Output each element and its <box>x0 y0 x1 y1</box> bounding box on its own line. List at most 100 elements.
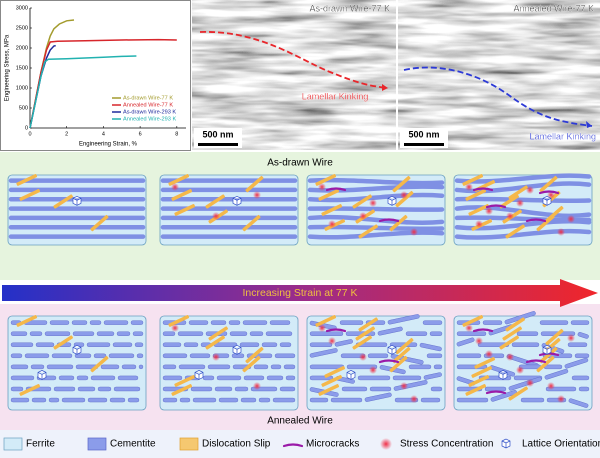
dislocation-slip <box>392 346 411 364</box>
y-tick-label: 3000 <box>16 5 28 11</box>
lattice-cube <box>501 438 511 449</box>
dislocation-slip <box>208 326 228 341</box>
dislocation-slip <box>352 335 372 350</box>
cementite <box>429 331 443 336</box>
cementite <box>568 398 589 408</box>
dislocation-slip <box>505 317 525 332</box>
micrograph <box>398 0 600 150</box>
cementite <box>121 364 137 370</box>
cementite <box>578 386 590 392</box>
cementite <box>112 342 133 347</box>
cementite <box>339 320 364 325</box>
cementite <box>51 353 73 359</box>
x-axis-label: Engineering Strain, % <box>79 142 138 148</box>
cementite <box>272 397 296 403</box>
cementite <box>405 331 428 336</box>
dislocation-slip <box>245 346 264 364</box>
legend-label: Ferrite <box>26 439 55 450</box>
dislocation-slip <box>315 315 337 327</box>
cementite <box>61 397 86 403</box>
dislocation-slip <box>19 384 41 396</box>
ferrite-panel <box>159 315 299 411</box>
cementite <box>543 364 563 370</box>
cementite <box>377 326 403 336</box>
cementite <box>162 364 177 370</box>
dislocation-slip <box>499 335 519 350</box>
cementite <box>309 397 329 403</box>
cementite <box>134 342 144 347</box>
lattice-cube <box>232 195 242 206</box>
dislocation-slip <box>205 335 225 350</box>
cementite <box>49 320 70 325</box>
dislocation-slip <box>53 335 73 350</box>
cementite <box>136 353 144 359</box>
dislocation-slip <box>352 194 372 209</box>
x-tick-label: 8 <box>175 131 178 137</box>
legend-cementite <box>87 437 107 451</box>
cementite <box>90 375 116 381</box>
legend-label: Annealed Wire-77 K <box>123 102 173 108</box>
legend-label: Lattice Orientation <box>522 439 600 450</box>
dislocation-slip <box>242 214 261 232</box>
cementite <box>109 397 126 403</box>
y-tick-label: 2000 <box>16 45 28 51</box>
cementite <box>202 375 215 381</box>
stress-concentration <box>212 212 220 220</box>
stress-concentration <box>485 350 493 358</box>
stress-concentration <box>516 199 524 207</box>
y-tick-label: 1500 <box>16 65 28 71</box>
microcrack <box>325 328 347 333</box>
stress-concentration <box>253 191 261 199</box>
micrograph-label: As-drawn Wire-77 K <box>309 3 390 13</box>
stress-concentration <box>506 212 514 220</box>
kink-label: Lamellar Kinking <box>529 131 596 141</box>
cementite <box>253 364 269 370</box>
dislocation-slip <box>174 375 196 387</box>
cementite <box>511 342 540 347</box>
cementite <box>364 392 392 402</box>
legend-label: Microcracks <box>306 439 359 450</box>
dislocation-slip <box>53 194 73 209</box>
cementite <box>117 375 139 381</box>
lattice-cube <box>346 370 356 380</box>
cementite <box>516 331 539 336</box>
cementite <box>392 375 422 381</box>
dislocation-slip <box>462 174 484 186</box>
cementite <box>279 342 292 347</box>
cementite <box>574 353 590 359</box>
cementite <box>189 353 211 359</box>
cementite <box>484 386 507 392</box>
cementite <box>231 353 245 359</box>
dislocation-slip <box>318 384 340 396</box>
legend-label: Dislocation Slip <box>202 439 271 450</box>
dislocation-slip <box>245 175 264 193</box>
x-tick-label: 6 <box>139 131 142 137</box>
cementite <box>539 320 569 325</box>
cementite <box>87 397 108 403</box>
microcrack <box>525 359 547 364</box>
stress-concentration <box>526 186 534 194</box>
stress-concentration <box>359 353 367 361</box>
cementite <box>48 397 60 403</box>
cementite <box>240 397 257 403</box>
stress-concentration <box>212 353 220 361</box>
cementite <box>242 320 268 325</box>
cementite <box>218 397 239 403</box>
microcrack <box>325 187 347 192</box>
cementite <box>31 397 47 403</box>
cementite <box>265 331 293 336</box>
cementite <box>341 386 368 392</box>
dislocation-slip <box>90 355 109 373</box>
dislocation-slip <box>465 189 487 201</box>
kink-label: Lamellar Kinking <box>302 91 369 101</box>
cementite <box>456 331 487 336</box>
cementite <box>179 397 191 403</box>
cementite <box>71 320 88 325</box>
cementite <box>10 342 34 347</box>
cementite <box>93 353 107 359</box>
cementite <box>508 376 542 391</box>
microcrack <box>282 443 304 448</box>
stress-concentration <box>547 382 555 390</box>
stress-concentration <box>567 215 575 223</box>
dislocation-slip <box>395 190 414 208</box>
